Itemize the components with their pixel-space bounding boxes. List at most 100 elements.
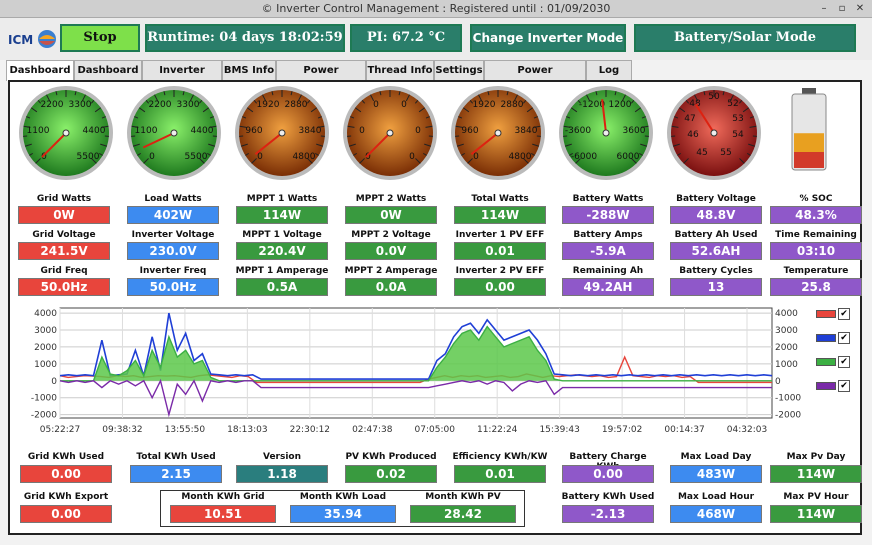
summary-label: Grid KWh Used	[27, 452, 105, 462]
summary-value: 1.18	[236, 465, 328, 483]
tab-bms-info[interactable]: BMS Info	[222, 60, 276, 80]
gauge-tick-label: 5500	[185, 152, 208, 162]
tab-log-info[interactable]: Log Info	[586, 60, 632, 95]
summary-value: 2.15	[130, 465, 222, 483]
gauge-tick-label: -1200	[579, 100, 605, 110]
value-display: 13	[670, 278, 762, 296]
chart-x-tick-label: 00:14:37	[664, 425, 704, 435]
value-display: 49.2AH	[562, 278, 654, 296]
gauge-tick-label: 4800	[509, 152, 532, 162]
gauge-tick-label: 3300	[69, 100, 92, 110]
chart-y-tick-label: 3000	[775, 326, 798, 336]
legend-load[interactable]: ✔	[816, 332, 856, 344]
chart-x-tick-label: 13:55:50	[165, 425, 206, 435]
value-display: 0.5A	[236, 278, 328, 296]
value-label: MPPT 2 Watts	[355, 194, 427, 204]
value-label: Total Watts	[471, 194, 529, 204]
gauge-tick-label: 3600	[623, 126, 646, 136]
value-label: Inverter Freq	[139, 266, 207, 276]
value-label: Battery Watts	[572, 194, 644, 204]
gauge-tick-label: 48	[689, 99, 701, 109]
gauge-tick-label: 1200	[609, 100, 632, 110]
summary-label: Max PV Hour	[783, 492, 849, 502]
value-label: % SOC	[799, 194, 833, 204]
summary-label: Max Load Day	[680, 452, 752, 462]
dashboard-panel: 2200 3300 1100 4400 0 5500 2200 3300 1100 4400 0 5…	[8, 80, 862, 535]
gauge-tick-label: 0	[473, 152, 479, 162]
chart-series-line-2	[60, 325, 772, 382]
value-label: Temperature	[783, 266, 849, 276]
chart-series-line-3	[59, 378, 772, 418]
tab-power-production[interactable]: Power Production	[276, 60, 366, 95]
summary-value: 0.00	[20, 505, 112, 523]
value-display: 48.3%	[770, 206, 862, 224]
value-display: 230.0V	[127, 242, 219, 260]
title-bar: © Inverter Control Management : Register…	[0, 0, 872, 18]
tab-dashboard-2[interactable]: Dashboard 2	[74, 60, 142, 95]
gauge-tick-label: 6000	[617, 152, 640, 162]
close-button[interactable]: ✕	[855, 3, 865, 14]
value-label: MPPT 1 Amperage	[235, 266, 329, 276]
gauge-tick-label: 0	[409, 152, 415, 162]
value-display: 52.6AH	[670, 242, 762, 260]
legend-pv-checkbox[interactable]: ✔	[838, 356, 850, 368]
tab-inverter-values[interactable]: Inverter Values	[142, 60, 222, 95]
tab-power-management[interactable]: Power Management	[484, 60, 586, 95]
tab-thread-info[interactable]: Thread Info	[366, 60, 434, 80]
tab-settings[interactable]: Settings	[434, 60, 484, 80]
legend-grid-checkbox[interactable]: ✔	[838, 308, 850, 320]
legend-battery-checkbox[interactable]: ✔	[838, 380, 850, 392]
gauge-needle	[601, 99, 607, 134]
chart-y-tick-label: 4000	[34, 309, 57, 319]
legend-pv[interactable]: ✔	[816, 356, 856, 368]
tab-dashboard-1[interactable]: Dashboard 1	[6, 60, 74, 95]
summary-value: 0.02	[345, 465, 437, 483]
value-display: 25.8	[770, 278, 862, 296]
gauge-tick-label: 2880	[285, 100, 308, 110]
value-display: 0W	[345, 206, 437, 224]
gauge-needle	[470, 132, 499, 155]
gauge-tick-label: 0	[373, 100, 379, 110]
summary-value: 35.94	[290, 505, 396, 523]
value-label: MPPT 2 Amperage	[344, 266, 438, 276]
summary-label: Month KWh PV	[425, 492, 501, 502]
gauge-tick-label: 960	[461, 126, 478, 136]
change-inverter-mode-button[interactable]: Change Inverter Mode	[470, 24, 626, 52]
chart-x-tick-label: 15:39:43	[539, 425, 579, 435]
gauge-needle	[142, 132, 175, 149]
legend-load-checkbox[interactable]: ✔	[838, 332, 850, 344]
value-display: -5.9A	[562, 242, 654, 260]
summary-label: Total KWh Used	[136, 452, 216, 462]
summary-label: Grid KWh Export	[23, 492, 109, 502]
gauge-needle	[694, 103, 715, 134]
chart-x-tick-label: 18:13:03	[227, 425, 267, 435]
gauge-needle	[254, 132, 283, 155]
gauge-tick-label: 5500	[77, 152, 100, 162]
chart-y-tick-label: 2000	[34, 343, 57, 353]
chart-y-tick-label: 4000	[775, 309, 798, 319]
chart-y-tick-label: 0	[51, 377, 57, 387]
gauge-tick-label: 0	[257, 152, 263, 162]
gauge-tick-label: 2880	[501, 100, 524, 110]
legend-grid[interactable]: ✔	[816, 308, 856, 320]
maximize-button[interactable]: ▫	[838, 3, 846, 14]
value-display: 220.4V	[236, 242, 328, 260]
summary-value: 0.00	[20, 465, 112, 483]
chart-y-tick-label: 1000	[775, 360, 798, 370]
minimize-button[interactable]: –	[821, 3, 827, 14]
summary-label: Month KWh Grid	[181, 492, 265, 502]
value-label: Battery Voltage	[676, 194, 756, 204]
value-label: MPPT 2 Voltage	[351, 230, 431, 240]
grid-watts-gauge: 2200 3300 1100 4400 0 5500	[18, 85, 114, 181]
gauge-tick-label: 55	[720, 148, 731, 158]
value-display: 50.0Hz	[18, 278, 110, 296]
value-display: 402W	[127, 206, 219, 224]
chart-x-tick-label: 11:22:24	[477, 425, 518, 435]
chart-y-tick-label: 2000	[775, 343, 798, 353]
stop-button[interactable]: Stop	[60, 24, 140, 52]
gauge-tick-label: 3840	[515, 126, 538, 136]
value-display: 0.0V	[345, 242, 437, 260]
window-title: © Inverter Control Management : Register…	[261, 2, 611, 15]
legend-battery[interactable]: ✔	[816, 380, 856, 392]
gauge-tick-label: 1920	[473, 100, 496, 110]
